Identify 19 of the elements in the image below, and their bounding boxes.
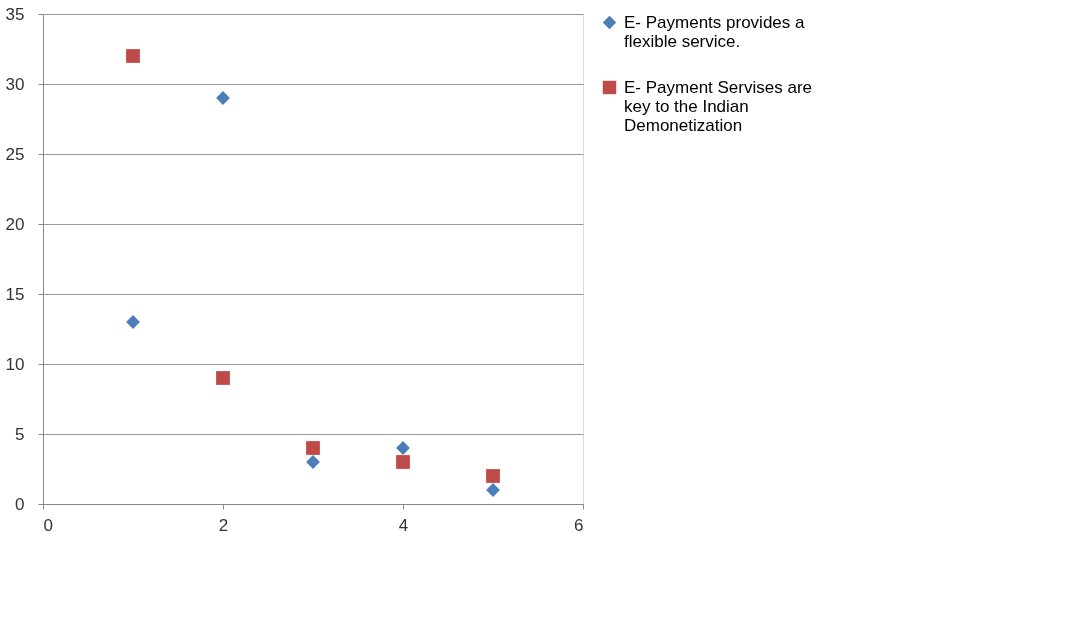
- x-tick-label: 4: [398, 515, 409, 535]
- legend-label: E- Payment Servises are key to the Indian Demonetization: [624, 77, 813, 135]
- point: [216, 371, 230, 385]
- x-tick-label: 6: [574, 515, 584, 535]
- y-tick-label: 35: [5, 4, 25, 24]
- y-tick-label: 15: [5, 284, 25, 304]
- x-tick-label: 0: [43, 515, 53, 535]
- point: [396, 455, 410, 469]
- legend-label: E- Payments provides a flexible service.: [624, 12, 806, 51]
- y-tick-label: 25: [5, 144, 25, 164]
- point: [486, 469, 500, 483]
- y-tick-label: 10: [5, 354, 25, 374]
- point: [306, 441, 320, 455]
- y-tick-label: 20: [5, 214, 25, 234]
- point: [126, 49, 140, 63]
- x-tick-label: 2: [218, 515, 229, 535]
- y-tick-label: 0: [15, 494, 25, 514]
- y-tick-label: 5: [15, 424, 25, 444]
- y-tick-label: 30: [5, 74, 25, 94]
